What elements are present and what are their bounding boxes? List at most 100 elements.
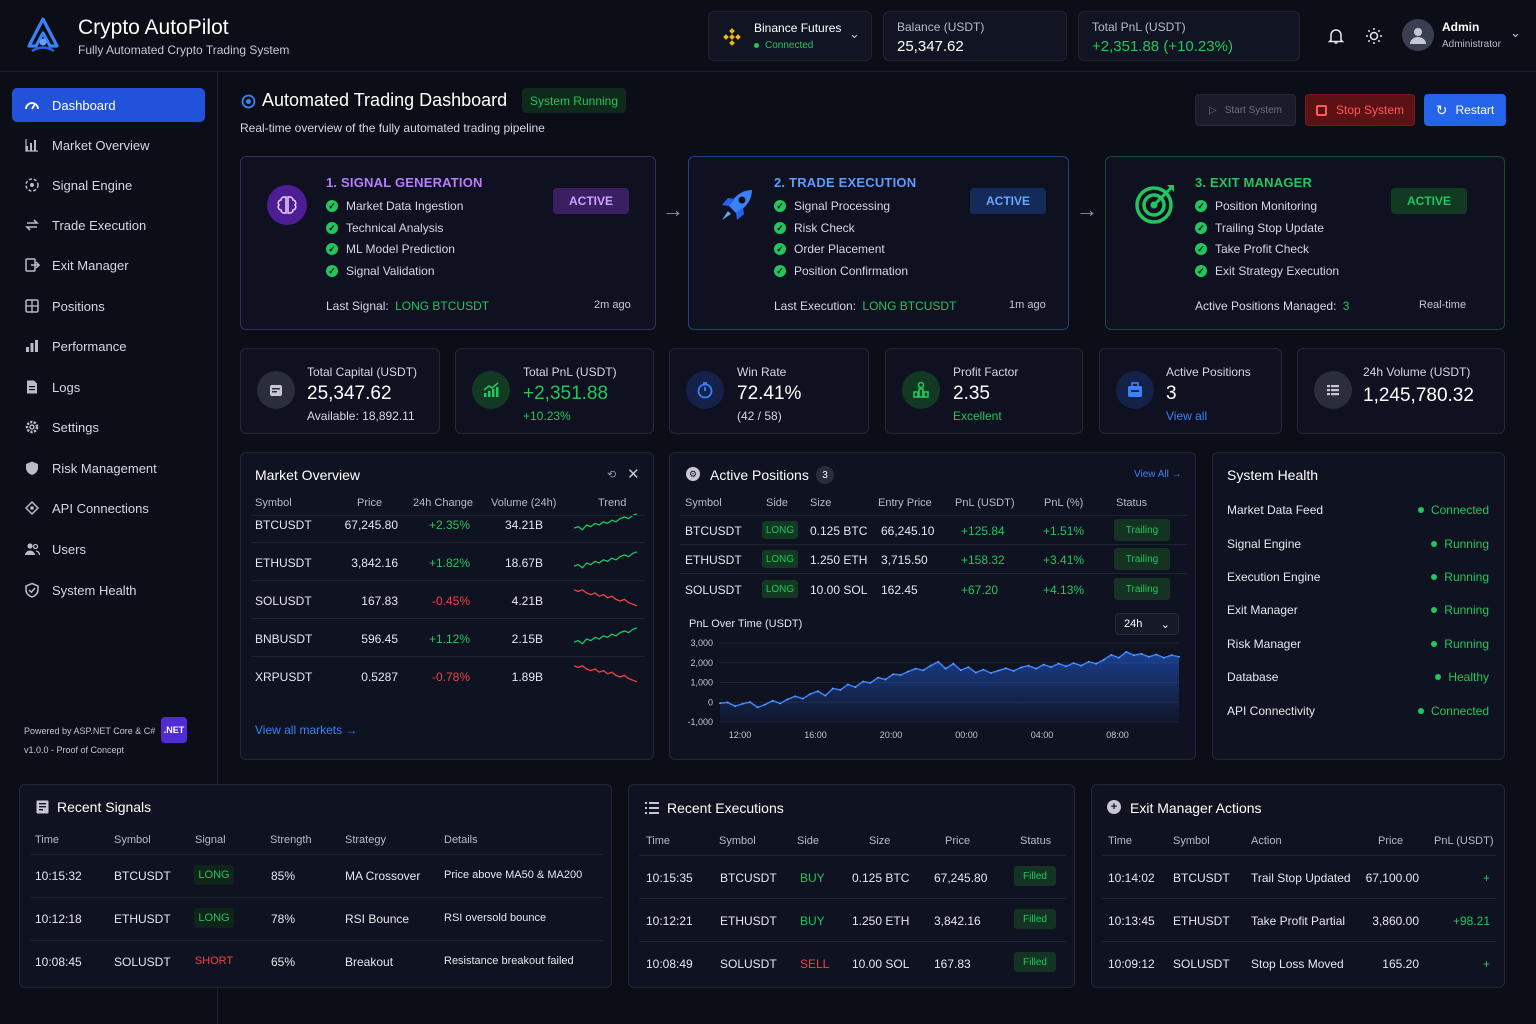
pnl-box: Total PnL (USDT) +2,351.88 (+10.23%) (1078, 11, 1300, 61)
exchange-selector[interactable]: Binance Futures Connected ⌄ (708, 11, 872, 61)
stat-value: 3 (1166, 383, 1177, 404)
table-row[interactable]: 10:12:21 ETHUSDT BUY 1.250 ETH 3,842.16 Fille… (629, 900, 1076, 942)
avatar (1402, 19, 1434, 51)
table-row[interactable]: BTCUSDT LONG 0.125 BTC 66,245.10 +125.84 +1.5… (670, 518, 1197, 546)
restart-button[interactable]: ↻ Restart (1424, 94, 1506, 126)
market-price: 67,245.80 (344, 518, 398, 532)
view-all-positions-link[interactable]: View all (1166, 409, 1208, 423)
chart-title: PnL Over Time (USDT) (689, 618, 803, 630)
position-entry: 66,245.10 (881, 524, 935, 538)
sidebar-item-risk-management[interactable]: Risk Management (12, 451, 205, 485)
position-symbol: BTCUSDT (685, 524, 742, 538)
stat-value: 1,245,780.32 (1363, 385, 1474, 406)
chevron-down-icon: ⌄ (1160, 618, 1170, 631)
sidebar-item-dashboard[interactable]: Dashboard (12, 88, 205, 122)
stop-system-button[interactable]: Stop System (1305, 94, 1415, 126)
sidebar-item-label: Performance (52, 338, 127, 354)
table-row[interactable]: SOLUSDT LONG 10.00 SOL 162.45 +67.20 +4.13% Tr… (670, 577, 1197, 605)
chart-icon (24, 137, 40, 153)
sidebar-item-positions[interactable]: Positions (12, 289, 205, 323)
sidebar-item-exit-manager[interactable]: Exit Manager (12, 248, 205, 282)
check-icon: ✓ (774, 200, 786, 212)
exec-time: 10:08:49 (646, 957, 693, 971)
powered-by: Powered by ASP.NET Core & C# (24, 726, 156, 736)
pnl-point (809, 693, 812, 695)
sidebar-item-system-health[interactable]: System Health (12, 573, 205, 607)
theme-sun-icon[interactable] (1364, 26, 1384, 46)
y-tick-label: -1,000 (687, 717, 713, 727)
signal-time: 10:08:45 (35, 955, 82, 969)
table-row[interactable]: 10:15:32 BTCUSDT LONG 85% MA Crossover Price … (20, 856, 613, 898)
table-row[interactable]: 10:13:45 ETHUSDT Take Profit Partial 3,860.… (1092, 900, 1506, 942)
view-all-positions-button[interactable]: View All → (1134, 469, 1182, 480)
stat-sub: Available: 18,892.11 (307, 409, 415, 423)
check-icon: ✓ (326, 265, 338, 277)
stat-24h-volume: 24h Volume (USDT) 1,245,780.32 (1297, 348, 1505, 434)
stat-total-capital: Total Capital (USDT) 25,347.62 Available… (240, 348, 440, 434)
table-row[interactable]: ETHUSDT LONG 1.250 ETH 3,715.50 +158.32 +3.41… (670, 547, 1197, 575)
status-dot (1431, 607, 1438, 613)
bell-icon[interactable] (1326, 26, 1346, 46)
fullscreen-icon[interactable]: ⟲ (607, 469, 617, 481)
sparkline-path (574, 665, 638, 683)
market-price: 0.5287 (361, 670, 398, 684)
sidebar-item-api-connections[interactable]: API Connections (12, 491, 205, 525)
table-row[interactable]: 10:08:49 SOLUSDT SELL 10.00 SOL 167.83 Filled (629, 943, 1076, 985)
briefcase-icon (1116, 371, 1154, 409)
user-menu[interactable]: Admin Administrator ⌄ (1402, 16, 1526, 56)
column-header: Side (766, 497, 789, 509)
table-row[interactable]: 10:08:45 SOLUSDT SHORT 65% Breakout Resistanc… (20, 942, 613, 984)
market-overview-panel: Market Overview ⟲ ✕ Symbol Price 24h Cha… (240, 452, 654, 760)
health-row: Signal Engine Running (1227, 534, 1489, 554)
managed-label: Active Positions Managed: (1195, 299, 1337, 313)
exec-time: 10:12:21 (646, 914, 693, 928)
sidebar-item-users[interactable]: Users (12, 532, 205, 566)
table-row[interactable]: 10:14:02 BTCUSDT Trail Stop Updated 67,100.… (1092, 857, 1506, 899)
app-title: Crypto AutoPilot (78, 16, 229, 39)
grid-icon (24, 298, 40, 314)
start-system-button[interactable]: ▷ Start System (1195, 94, 1296, 126)
exec-side: BUY (800, 914, 825, 928)
stat-sub: +10.23% (523, 409, 571, 423)
table-row[interactable]: XRPUSDT 0.5287 -0.78% 1.89B (241, 657, 655, 695)
signal-details: RSI oversold bounce (444, 912, 547, 924)
arrow-right-icon: → (1076, 197, 1098, 222)
health-status: Healthy (1435, 670, 1489, 684)
sidebar-item-settings[interactable]: Settings (12, 410, 205, 444)
table-row[interactable]: SOLUSDT 167.83 -0.45% 4.21B (241, 581, 655, 619)
signal-time: 10:12:18 (35, 912, 82, 926)
pnl-point (892, 673, 894, 676)
table-row[interactable]: 10:15:35 BTCUSDT BUY 0.125 BTC 67,245.80 Fill… (629, 857, 1076, 899)
sidebar-item-trade-execution[interactable]: Trade Execution (12, 208, 205, 242)
file-icon (24, 379, 40, 395)
page-subtitle: Real-time overview of the fully automate… (240, 121, 545, 135)
exit-time: 10:13:45 (1108, 914, 1155, 928)
view-all-markets-link[interactable]: View all markets → (255, 723, 357, 737)
exec-side: BUY (800, 871, 825, 885)
step-label: Trailing Stop Update (1215, 221, 1324, 235)
health-row: Database Healthy (1227, 667, 1489, 687)
exec-price: 167.83 (934, 957, 971, 971)
sidebar-item-signal-engine[interactable]: Signal Engine (12, 168, 205, 202)
view-all-markets-label: View all markets (255, 723, 343, 737)
sparkline-path (574, 513, 638, 531)
sidebar-item-performance[interactable]: Performance (12, 329, 205, 363)
table-row[interactable]: ETHUSDT 3,842.16 +1.82% 18.67B (241, 543, 655, 581)
table-row[interactable]: BNBUSDT 596.45 +1.12% 2.15B (241, 619, 655, 657)
range-select[interactable]: 24h ⌄ (1115, 613, 1179, 635)
exec-symbol: SOLUSDT (720, 957, 777, 971)
user-role: Administrator (1442, 39, 1501, 50)
health-item-name: Database (1227, 670, 1279, 684)
exec-price: 67,245.80 (934, 871, 988, 885)
status-dot (1435, 674, 1442, 680)
table-row[interactable]: 10:09:12 SOLUSDT Stop Loss Moved 165.20 + (1092, 943, 1506, 985)
sidebar-item-logs[interactable]: Logs (12, 370, 205, 404)
table-row[interactable]: 10:12:18 ETHUSDT LONG 78% RSI Bounce RSI over… (20, 899, 613, 941)
table-row[interactable]: BTCUSDT 67,245.80 +2.35% 34.21B (241, 505, 655, 543)
exec-symbol: BTCUSDT (720, 871, 777, 885)
close-icon[interactable]: ✕ (627, 466, 640, 483)
sidebar-item-market-overview[interactable]: Market Overview (12, 128, 205, 162)
sparkline (574, 665, 638, 683)
step-label: Technical Analysis (346, 221, 444, 235)
health-status-text: Running (1444, 537, 1489, 551)
